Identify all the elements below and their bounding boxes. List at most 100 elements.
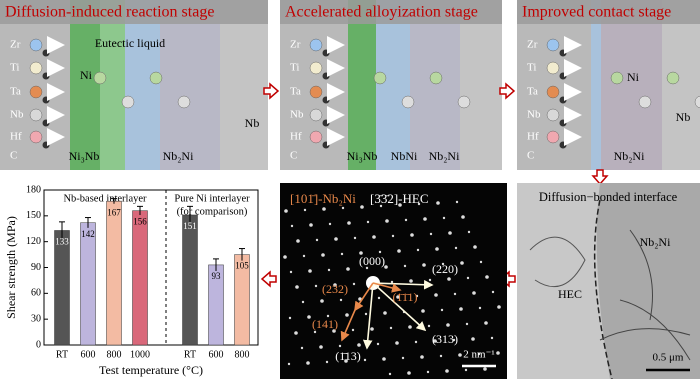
- panel: Accelerated alloyization stage Zr Ti Ta Nb Hf…: [280, 0, 502, 170]
- spot: [395, 341, 399, 345]
- element-label: C: [290, 150, 297, 162]
- phase-label: HEC: [558, 287, 582, 301]
- x-axis-label: Test temperature (°C): [99, 363, 203, 377]
- element-label: Nb: [290, 109, 304, 121]
- spot-label: (141): [312, 317, 338, 331]
- spot: [288, 316, 292, 320]
- spot: [497, 305, 501, 309]
- spot: [417, 202, 421, 206]
- micrograph-title: Diffusion−bonded interface: [539, 190, 678, 204]
- element-label: Hf: [527, 131, 539, 143]
- spot: [446, 323, 450, 327]
- title-bar: [517, 0, 700, 24]
- atom: [546, 130, 560, 144]
- phase-label: Ni₃Nb: [347, 149, 378, 163]
- spot: [496, 351, 500, 355]
- spot: [454, 246, 458, 250]
- element-label: Hf: [10, 131, 22, 143]
- phase-label: NbNi: [391, 149, 418, 163]
- y-tick-label: 150: [26, 210, 41, 221]
- spot: [434, 293, 438, 297]
- spot: [351, 328, 355, 332]
- vector: [372, 282, 402, 293]
- atom: [309, 108, 323, 122]
- spot: [325, 360, 329, 364]
- spot: [378, 250, 382, 254]
- spot: [467, 230, 471, 234]
- y-axis-label: Shear strength (MPa): [4, 216, 18, 319]
- panel-title: Improved contact stage: [522, 4, 671, 21]
- atom: [694, 95, 700, 109]
- element-label: Ti: [527, 62, 536, 74]
- spot: [421, 309, 425, 313]
- spot: [315, 238, 319, 242]
- spot: [442, 216, 446, 220]
- spot: [478, 306, 482, 310]
- atom: [177, 95, 191, 109]
- zone-label: [3̄3̄2]-HEC: [370, 191, 429, 206]
- spot: [404, 218, 408, 222]
- atom: [322, 49, 330, 57]
- atom: [93, 71, 107, 85]
- spot: [441, 262, 445, 266]
- spot: [345, 313, 349, 317]
- spot: [484, 321, 488, 325]
- x-tick-label: 1000: [130, 349, 150, 360]
- spot: [407, 371, 411, 375]
- element-label: Zr: [290, 39, 301, 51]
- spot: [284, 209, 288, 213]
- spot: [379, 204, 383, 208]
- spot: [401, 356, 405, 360]
- element-label: Nb: [527, 109, 541, 121]
- atom: [29, 38, 43, 52]
- spot: [352, 282, 356, 286]
- atom: [322, 119, 330, 127]
- atom: [546, 61, 560, 75]
- spot: [319, 345, 323, 349]
- region: [160, 0, 220, 170]
- flow-arrows: [260, 82, 609, 288]
- y-tick-label: 0: [36, 339, 41, 350]
- atom: [309, 61, 323, 75]
- x-tick-label: RT: [56, 349, 68, 360]
- spot: [283, 255, 287, 259]
- spot: [473, 245, 477, 249]
- spot: [435, 247, 439, 251]
- spot: [313, 330, 317, 334]
- spot: [307, 315, 311, 319]
- spot: [426, 370, 430, 374]
- atom: [42, 96, 50, 104]
- region: [410, 0, 460, 170]
- atom: [121, 95, 135, 109]
- spot: [296, 239, 300, 243]
- spot: [466, 276, 470, 280]
- spot: [303, 208, 307, 212]
- element-label: Ti: [290, 62, 299, 74]
- diffraction-pattern: [101̄]-Nb₂Ni [3̄3̄2]-HEC (000) (220) (1̄1̄1)…: [280, 183, 507, 379]
- atom: [29, 61, 43, 75]
- spot: [322, 207, 326, 211]
- atom: [559, 49, 567, 57]
- spot: [397, 249, 401, 253]
- atom: [322, 141, 330, 149]
- spot-label: (313): [432, 332, 458, 346]
- spot: [363, 358, 367, 362]
- spot: [289, 270, 293, 274]
- element-label: Ta: [290, 86, 301, 98]
- spot: [320, 299, 324, 303]
- spot: [353, 236, 357, 240]
- spot: [455, 200, 459, 204]
- spot: [460, 261, 464, 265]
- spot: [357, 343, 361, 347]
- value-label: 105: [235, 261, 249, 271]
- region: [348, 0, 376, 170]
- spot: [485, 275, 489, 279]
- atom: [309, 130, 323, 144]
- element-label: Nb: [10, 109, 24, 121]
- spot: [420, 355, 424, 359]
- x-tick-label: RT: [184, 349, 196, 360]
- bar: [132, 210, 148, 346]
- atom: [42, 72, 50, 80]
- spot: [327, 268, 331, 272]
- value-label: 142: [81, 229, 95, 239]
